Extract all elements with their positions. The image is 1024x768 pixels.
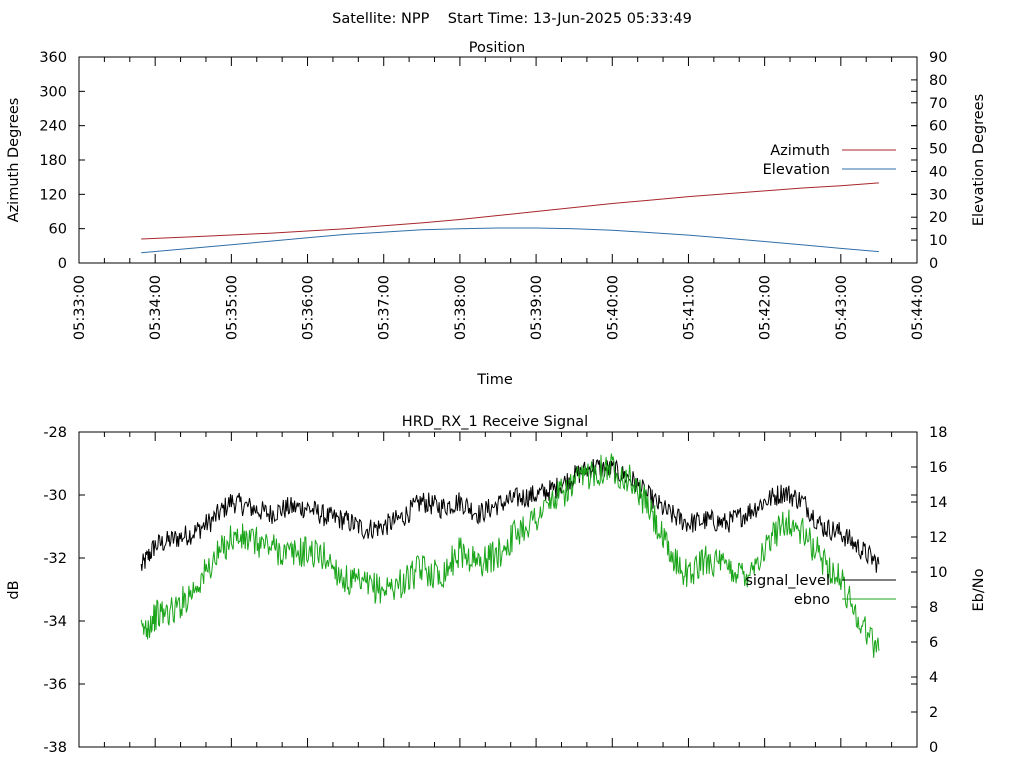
position-y-axis: 0 60 120 180 240 300 360 <box>39 50 917 272</box>
signal-chart: HRD_RX_1 Receive Signal -28-30-32-34-36-… <box>6 414 987 756</box>
y2-tick-label: 2 <box>929 705 938 721</box>
y-tick-label: -38 <box>43 740 67 756</box>
position-chart-title: Position <box>469 40 525 56</box>
series-line-ebno <box>140 453 880 658</box>
y-tick-label: 120 <box>39 187 67 203</box>
y-tick-label: 60 <box>49 222 67 238</box>
signal-plot-frame <box>78 431 918 748</box>
y2-tick-label: 12 <box>929 530 947 546</box>
y-tick-label: 180 <box>39 153 67 169</box>
position-y-axis-label: Azimuth Degrees <box>6 98 22 223</box>
y-tick-label: -30 <box>43 488 67 504</box>
position-chart: Position 0 60 120 180 240 300 360 0 10 20 30 40 50 6… <box>6 40 987 388</box>
position-y2-axis: 0 10 20 30 40 50 60 70 80 90 <box>911 50 947 272</box>
series-line-elevation <box>141 227 879 254</box>
x-tick-label: 05:40:00 <box>605 275 621 340</box>
signal-y2-axis-label: Eb/No <box>971 568 987 611</box>
position-series-group <box>141 182 879 254</box>
y-tick-label: 240 <box>39 119 67 135</box>
x-tick-label: 05:34:00 <box>148 275 164 340</box>
series-line-signal-level <box>140 458 880 573</box>
y2-tick-label: 6 <box>929 635 938 651</box>
y-tick-label: -28 <box>43 425 67 441</box>
legend-label: Azimuth <box>770 143 830 159</box>
y2-tick-label: 40 <box>929 164 947 180</box>
signal-x-axis <box>78 432 918 747</box>
y2-tick-label: 20 <box>929 210 947 226</box>
x-tick-label: 05:38:00 <box>453 275 469 340</box>
y2-tick-label: 0 <box>929 256 938 272</box>
x-tick-label: 05:33:00 <box>72 275 88 340</box>
y-tick-label: -32 <box>43 551 67 567</box>
signal-y-axis-label: dB <box>6 580 22 599</box>
position-plot-frame <box>78 56 918 264</box>
signal-chart-title: HRD_RX_1 Receive Signal <box>402 414 588 430</box>
y2-tick-label: 80 <box>929 73 947 89</box>
x-tick-label: 05:43:00 <box>834 275 850 340</box>
y2-tick-label: 30 <box>929 187 947 203</box>
y2-tick-label: 50 <box>929 142 947 158</box>
y2-tick-label: 8 <box>929 600 938 616</box>
position-legend: Azimuth Elevation <box>763 143 896 178</box>
y2-tick-label: 10 <box>929 565 947 581</box>
legend-label: ebno <box>794 592 830 608</box>
y-tick-label: 300 <box>39 84 67 100</box>
position-y2-axis-label: Elevation Degrees <box>971 94 987 226</box>
y2-tick-label: 60 <box>929 119 947 135</box>
position-x-axis-label: Time <box>476 372 513 388</box>
legend-label: signal_level <box>745 573 830 589</box>
y2-tick-label: 10 <box>929 233 947 249</box>
x-tick-label: 05:36:00 <box>301 275 317 340</box>
y2-tick-label: 18 <box>929 425 947 441</box>
x-tick-label: 05:42:00 <box>758 275 774 340</box>
y-tick-label: -34 <box>43 614 67 630</box>
signal-y2-axis: 0 2 4 6 8 10 12 14 16 18 <box>911 425 947 756</box>
y-tick-label: 360 <box>39 50 67 66</box>
y2-tick-label: 0 <box>929 740 938 756</box>
signal-series-group <box>140 453 880 658</box>
signal-y-axis: -28 -30 -32 -34 -36 -38 <box>43 425 917 756</box>
y2-tick-label: 90 <box>929 50 947 66</box>
y2-tick-label: 70 <box>929 96 947 112</box>
y-tick-label: 0 <box>58 256 67 272</box>
x-tick-label: 05:44:00 <box>910 275 926 340</box>
x-tick-label: 05:41:00 <box>681 275 697 340</box>
position-x-axis: 05:33:00 05:34:00 05:35:00 05:36:00 05:37:00… <box>72 57 926 340</box>
y2-tick-label: 16 <box>929 460 947 476</box>
series-line-azimuth <box>141 182 879 240</box>
x-tick-label: 05:39:00 <box>529 275 545 340</box>
y-tick-label: -36 <box>43 677 67 693</box>
y2-tick-label: 4 <box>929 670 938 686</box>
x-tick-label: 05:37:00 <box>377 275 393 340</box>
legend-label: Elevation <box>763 162 830 178</box>
x-tick-label: 05:35:00 <box>224 275 240 340</box>
y2-tick-label: 14 <box>929 495 947 511</box>
figure-title: Satellite: NPP Start Time: 13-Jun-2025 0… <box>332 11 692 27</box>
